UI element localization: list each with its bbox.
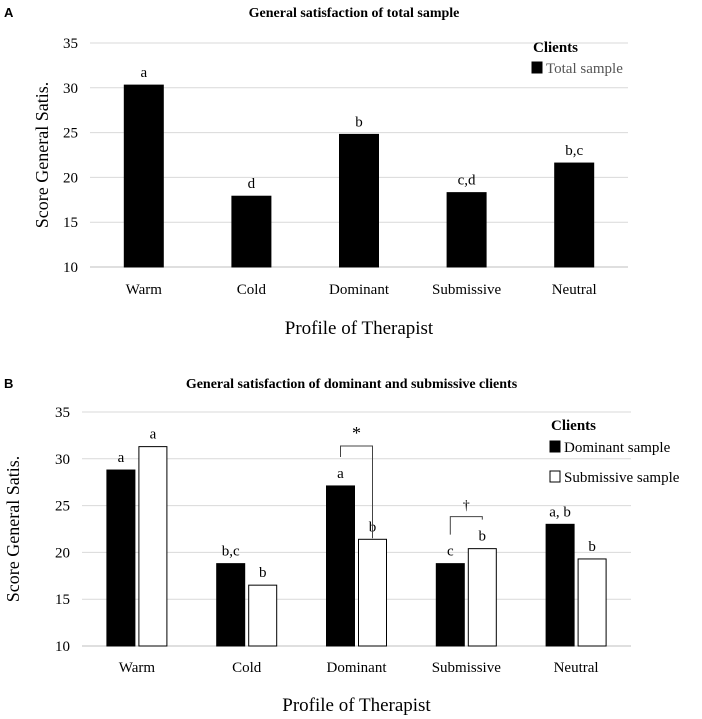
chart-title: General satisfaction of dominant and sub… [186,377,518,392]
significance-bracket [340,445,373,539]
bar [446,192,487,268]
significance-bracket [449,516,483,535]
bar [339,133,379,268]
x-tick-label: Warm [119,660,156,676]
significance-symbol: * [352,423,361,443]
y-tick-label: 30 [55,452,70,468]
y-axis-label: Score General Satis. [32,82,52,228]
bar [138,446,168,647]
x-axis-label: Profile of Therapist [285,318,434,339]
x-tick-label: Neutral [552,282,597,298]
x-tick-label: Submissive [432,282,502,298]
bar-letter-label: b [355,114,363,130]
y-tick-label: 20 [63,170,78,186]
x-tick-label: Cold [237,282,267,298]
bar [216,563,246,647]
y-axis-label: Score General Satis. [3,456,23,602]
y-tick-label: 30 [63,81,78,97]
bar-letter-label: b,c [222,544,240,560]
y-tick-label: 35 [63,36,78,52]
legend-swatch [549,470,561,483]
legend-title: Clients [551,418,596,434]
bar-letter-label: b [259,565,267,581]
x-tick-label: Neutral [554,660,599,676]
bar-letter-label: a [140,65,147,81]
bar [326,485,355,647]
y-tick-label: 15 [63,215,78,231]
bar-letter-label: a [337,466,344,482]
bar [467,548,497,647]
x-tick-label: Cold [232,660,262,676]
bar-letter-label: b [479,529,487,545]
bar [106,469,136,647]
x-tick-label: Dominant [327,660,388,676]
y-tick-label: 35 [55,405,70,421]
bar-letter-label: c,d [458,173,476,189]
legend-swatch [549,440,561,453]
legend-label: Dominant sample [564,440,671,456]
panel-letter: B [4,376,13,391]
y-tick-label: 10 [63,260,78,276]
bar-letter-label: d [248,176,256,192]
y-tick-label: 10 [55,639,70,655]
y-tick-label: 15 [55,592,70,608]
bar [248,584,278,647]
bar [435,563,465,647]
significance-symbol: † [463,499,470,514]
legend-label: Total sample [546,61,623,77]
bar-letter-label: a, b [549,504,571,520]
legend-title: Clients [533,40,578,56]
chart-title: General satisfaction of total sample [249,6,460,21]
bar-letter-label: b,c [565,143,583,159]
bar-letter-label: a [118,450,125,466]
bar [123,84,164,268]
y-tick-label: 25 [63,126,78,142]
legend-label: Submissive sample [564,470,680,486]
bar-letter-label: b [588,539,596,555]
bar-letter-label: a [150,427,157,443]
panel-letter: A [4,5,14,20]
x-tick-label: Submissive [432,660,502,676]
bar [231,195,272,268]
y-tick-label: 25 [55,499,70,515]
bar [577,558,607,647]
x-tick-label: Dominant [329,282,390,298]
legend-swatch [531,61,543,74]
x-tick-label: Warm [126,282,163,298]
y-tick-label: 20 [55,545,70,561]
x-axis-label: Profile of Therapist [282,695,431,716]
bar [358,538,387,647]
bar-letter-label: c [447,544,454,560]
bar [554,162,595,268]
bar [545,523,575,647]
